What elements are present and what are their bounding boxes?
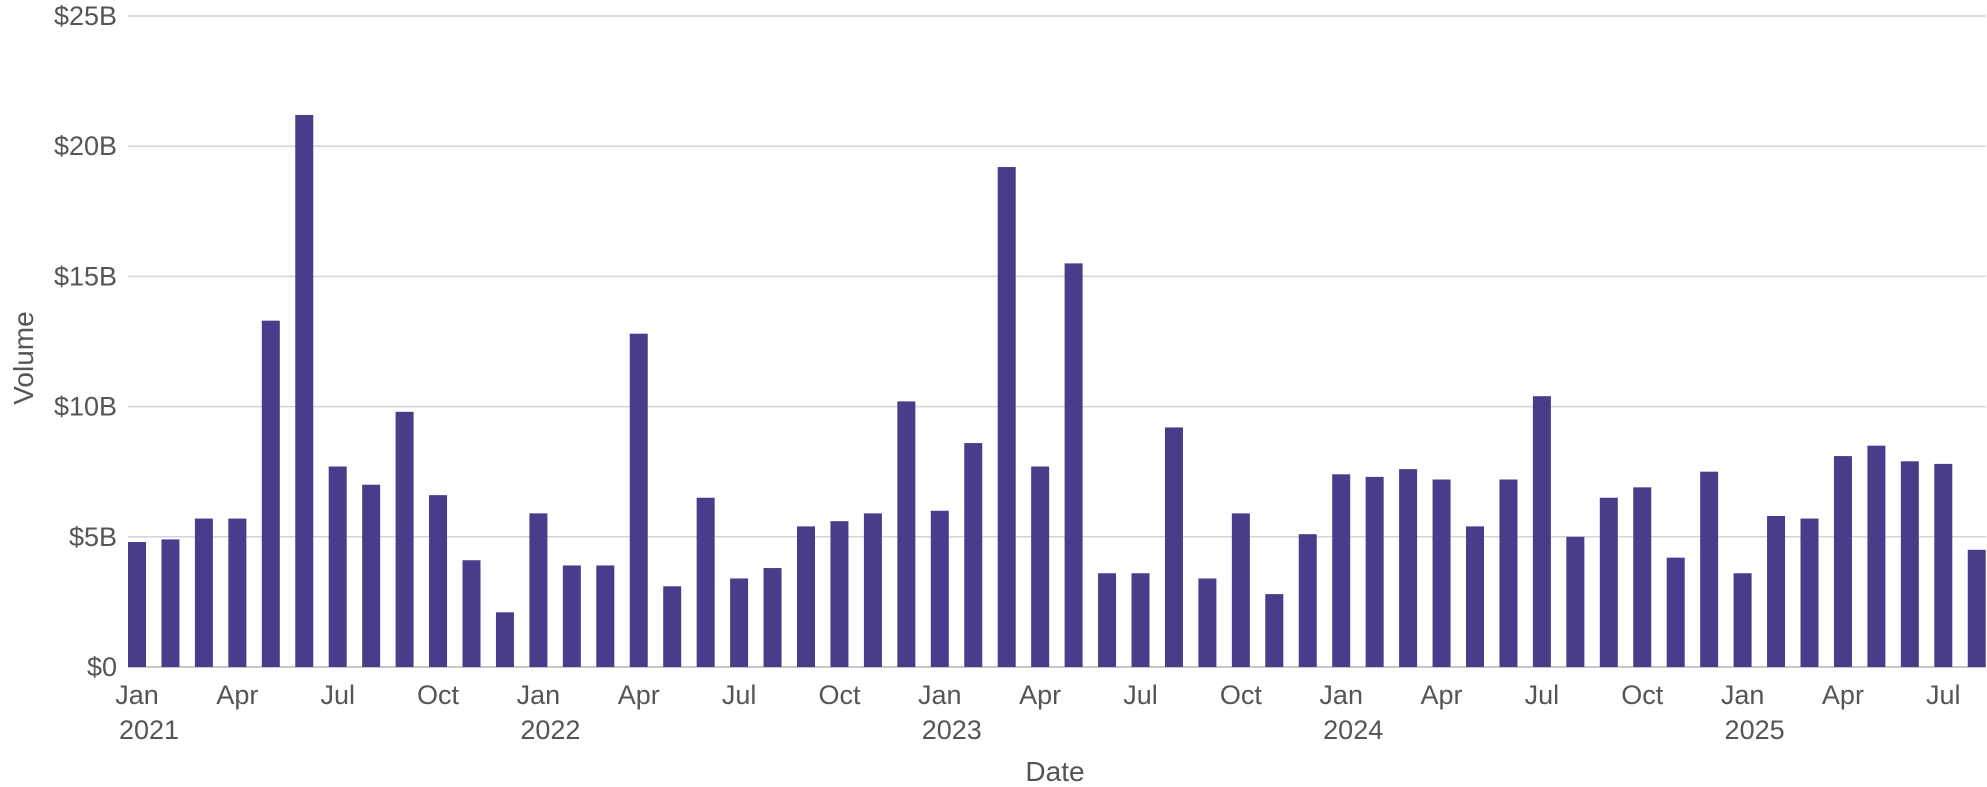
bar — [1767, 515, 1786, 667]
bar — [629, 333, 648, 667]
bar — [930, 510, 949, 667]
bar — [663, 586, 682, 667]
bar — [596, 565, 615, 667]
y-tick-label: $0 — [87, 652, 117, 682]
bar — [1031, 466, 1050, 667]
bar — [1399, 469, 1418, 667]
y-axis-title: Volume — [8, 311, 39, 404]
y-tick-label: $5B — [69, 522, 117, 552]
bar — [194, 518, 213, 667]
bar — [429, 495, 448, 667]
bar — [1833, 456, 1852, 667]
bars — [128, 114, 1986, 668]
x-tick-label: Jan — [1721, 680, 1765, 710]
bar — [295, 114, 314, 667]
bar — [763, 568, 782, 667]
x-tick-label: Apr — [216, 680, 258, 710]
x-tick-label: Jan — [115, 680, 159, 710]
bar — [997, 167, 1016, 668]
y-tick-label: $20B — [54, 131, 117, 161]
bar — [529, 513, 548, 667]
bar — [1900, 461, 1919, 667]
bar — [730, 578, 749, 667]
x-tick-year-label: 2021 — [119, 715, 179, 745]
x-tick-year-label: 2025 — [1725, 715, 1785, 745]
x-tick-year-label: 2022 — [520, 715, 580, 745]
y-tick-label: $25B — [54, 1, 117, 31]
bar — [1800, 518, 1819, 667]
y-axis-ticks: $0 $5B $10B $15B $20B $25B — [54, 1, 117, 682]
bar — [261, 320, 280, 667]
x-tick-label: Oct — [818, 680, 861, 710]
bar — [362, 484, 381, 667]
bar — [1666, 557, 1685, 667]
x-tick-label: Jul — [722, 680, 757, 710]
bar — [696, 497, 715, 667]
x-tick-label: Apr — [618, 680, 660, 710]
bar — [1934, 463, 1953, 667]
bar — [897, 401, 916, 667]
bar — [797, 526, 815, 667]
bar — [1700, 471, 1719, 667]
x-tick-label: Apr — [1421, 680, 1463, 710]
bar — [1432, 479, 1451, 667]
bar — [863, 513, 882, 667]
y-tick-label: $15B — [54, 261, 117, 291]
x-tick-label: Oct — [1621, 680, 1664, 710]
bar — [1633, 487, 1652, 667]
x-tick-label: Apr — [1822, 680, 1864, 710]
x-tick-label: Oct — [417, 680, 460, 710]
x-tick-label: Jul — [320, 680, 355, 710]
bar — [1064, 263, 1083, 667]
x-tick-label: Apr — [1019, 680, 1061, 710]
bar — [395, 411, 414, 667]
bar — [1198, 578, 1217, 667]
bar — [1967, 549, 1986, 667]
x-tick-label: Jul — [1123, 680, 1158, 710]
bar — [1365, 476, 1384, 667]
y-tick-label: $10B — [54, 392, 117, 422]
bar — [562, 565, 581, 667]
x-tick-label: Oct — [1220, 680, 1263, 710]
x-tick-label: Jan — [517, 680, 561, 710]
bar — [328, 466, 347, 667]
bar — [964, 443, 983, 667]
x-tick-label: Jan — [1319, 680, 1363, 710]
bar — [161, 539, 180, 667]
x-tick-label: Jan — [918, 680, 962, 710]
bar — [1332, 474, 1351, 667]
bar — [1867, 445, 1886, 667]
x-tick-year-label: 2024 — [1323, 715, 1383, 745]
bar — [1733, 573, 1752, 667]
bar — [1499, 479, 1518, 667]
bar — [830, 521, 849, 667]
bar — [462, 560, 481, 667]
bar — [1298, 534, 1317, 667]
bar — [1532, 396, 1551, 667]
x-axis-ticks: Jan 2021 Apr Jul Oct Jan 2022 Apr Jul Oct Jan 2023 A… — [115, 680, 1960, 745]
x-tick-year-label: 2023 — [922, 715, 982, 745]
bar — [1599, 497, 1618, 667]
x-tick-label: Jul — [1926, 680, 1961, 710]
bar — [1131, 573, 1150, 667]
bar — [1098, 573, 1117, 667]
bar — [1265, 594, 1284, 667]
bar — [1164, 427, 1183, 667]
x-tick-label: Jul — [1525, 680, 1560, 710]
bar — [495, 612, 514, 667]
bar — [1466, 526, 1484, 667]
bar — [1566, 536, 1585, 667]
bar — [128, 542, 146, 667]
bar — [228, 518, 247, 667]
x-axis-title: Date — [1025, 756, 1084, 787]
bar — [1231, 513, 1250, 667]
